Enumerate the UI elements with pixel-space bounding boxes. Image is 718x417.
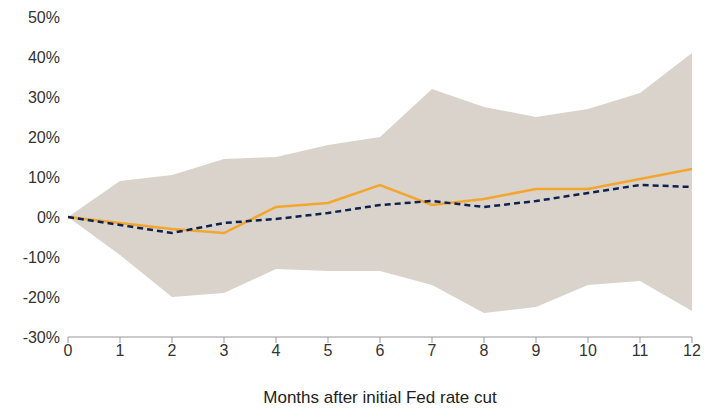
svg-text:1: 1 — [116, 342, 125, 359]
svg-text:40%: 40% — [28, 49, 60, 66]
svg-text:20%: 20% — [28, 129, 60, 146]
svg-text:2: 2 — [168, 342, 177, 359]
svg-text:50%: 50% — [28, 9, 60, 26]
svg-text:5: 5 — [324, 342, 333, 359]
svg-text:0: 0 — [64, 342, 73, 359]
svg-text:10%: 10% — [28, 169, 60, 186]
svg-text:30%: 30% — [28, 89, 60, 106]
svg-text:0%: 0% — [37, 209, 60, 226]
svg-text:6: 6 — [376, 342, 385, 359]
svg-text:11: 11 — [632, 342, 649, 359]
svg-text:7: 7 — [428, 342, 437, 359]
svg-text:-20%: -20% — [23, 289, 60, 306]
svg-text:4: 4 — [272, 342, 281, 359]
svg-text:3: 3 — [220, 342, 229, 359]
svg-text:10: 10 — [579, 342, 597, 359]
svg-text:8: 8 — [480, 342, 489, 359]
svg-text:-10%: -10% — [23, 249, 60, 266]
svg-text:9: 9 — [532, 342, 541, 359]
svg-text:Months after initial Fed rate: Months after initial Fed rate cut — [263, 388, 497, 407]
svg-text:-30%: -30% — [23, 329, 60, 346]
svg-text:12: 12 — [683, 342, 701, 359]
